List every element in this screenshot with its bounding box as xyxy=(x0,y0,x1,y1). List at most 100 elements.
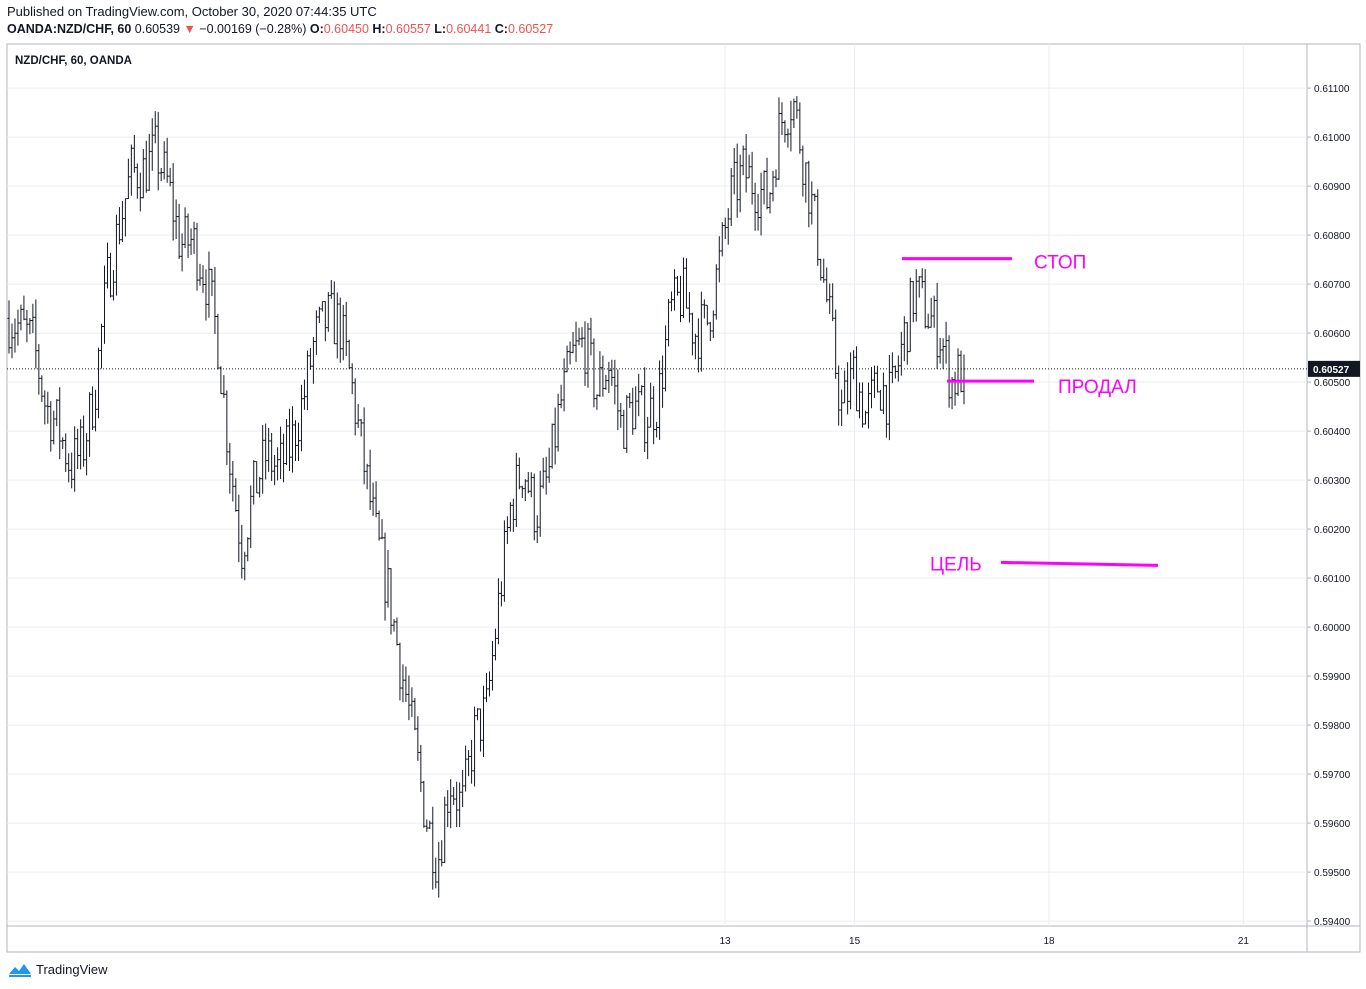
ohlc-bar xyxy=(70,452,74,489)
ohlc-bar xyxy=(189,228,193,255)
ohlc-bar xyxy=(538,470,542,537)
ohlc-bar xyxy=(162,141,166,180)
ohlc-bar xyxy=(73,426,77,492)
ohlc-bar xyxy=(79,419,83,470)
y-tick-label: 0.60300 xyxy=(1314,476,1351,487)
ohlc-bar xyxy=(458,782,462,828)
ohlc-bar xyxy=(320,301,324,312)
ohlc-bar xyxy=(314,310,318,355)
ohlc-bar xyxy=(908,277,912,353)
ohlc-bar xyxy=(661,355,665,408)
ohlc-bar xyxy=(759,172,763,236)
ohlc-bar xyxy=(789,100,793,152)
ohlc-bar xyxy=(449,779,453,829)
ohlc-bar xyxy=(565,345,569,373)
ohlc-bar xyxy=(88,392,92,457)
change-value: −0.00169 (−0.28%) xyxy=(199,22,307,36)
ohlc-bar xyxy=(837,365,841,426)
ohlc-bar xyxy=(711,310,715,338)
ohlc-bar xyxy=(514,452,518,528)
y-tick-label: 0.60200 xyxy=(1314,525,1351,536)
ohlc-bar xyxy=(681,257,685,319)
ohlc-bar xyxy=(702,299,706,319)
ohlc-bar xyxy=(470,739,474,784)
ohlc-bar xyxy=(16,309,20,346)
published-info: Published on TradingView.com, October 30… xyxy=(7,4,377,19)
y-tick-label: 0.60100 xyxy=(1314,574,1351,585)
ohlc-bar xyxy=(735,143,739,218)
ohlc-bar xyxy=(544,456,548,495)
ohlc-bar xyxy=(676,275,679,296)
ohlc-bar xyxy=(941,338,945,369)
y-tick-label: 0.59500 xyxy=(1314,868,1351,879)
ohlc-bar xyxy=(344,301,348,357)
ohlc-bar xyxy=(792,98,796,128)
ohlc-bar xyxy=(138,172,142,212)
last-price: 0.60539 xyxy=(134,22,180,36)
ohlc-bar xyxy=(508,502,512,532)
ohlc-bar xyxy=(296,422,300,462)
ohlc-bar xyxy=(114,214,118,296)
ohlc-bar xyxy=(237,494,241,563)
ohlc-bar xyxy=(249,485,253,549)
ohlc-bar xyxy=(282,433,286,483)
ohlc-bar xyxy=(165,137,169,183)
ohlc-bar xyxy=(207,251,211,318)
ohlc-bar xyxy=(646,416,650,460)
ohlc-bar xyxy=(28,318,32,335)
ohlc-bar xyxy=(144,140,148,193)
close-value: 0.60527 xyxy=(507,22,554,36)
ohlc-bar xyxy=(192,221,196,255)
ohlc-bar xyxy=(31,303,35,334)
ohlc-bar xyxy=(461,769,465,808)
ohlc-bar xyxy=(738,154,742,213)
ohlc-bar xyxy=(923,269,927,329)
ohlc-bar xyxy=(61,437,65,449)
ohlc-bar xyxy=(855,346,859,412)
ohlc-bar xyxy=(801,145,805,197)
ohlc-bar xyxy=(947,335,951,408)
ohlc-bar xyxy=(180,233,184,272)
ohlc-bar xyxy=(302,379,306,410)
ohlc-bar xyxy=(273,454,277,486)
ohlc-bar xyxy=(329,279,333,299)
ohlc-bar xyxy=(216,313,220,370)
close-label: C: xyxy=(494,22,508,36)
ohlc-bar xyxy=(580,327,584,348)
ohlc-bar xyxy=(383,532,387,621)
ohlc-bar xyxy=(482,685,486,757)
ohlc-bar xyxy=(726,208,730,245)
ohlc-bar xyxy=(655,421,659,438)
y-tick-label: 0.59700 xyxy=(1314,770,1351,781)
ohlc-bar xyxy=(94,389,98,432)
ohlc-bar xyxy=(905,322,909,365)
ohlc-bar xyxy=(723,217,727,240)
ohlc-bar xyxy=(643,367,647,453)
ohlc-bar xyxy=(258,476,262,498)
ohlc-bar xyxy=(810,181,814,225)
ohlc-bar xyxy=(532,473,536,541)
ohlc-bar xyxy=(878,389,882,411)
ohlc-bar xyxy=(440,840,444,867)
ohlc-bar xyxy=(159,167,163,181)
ohlc-bar xyxy=(380,519,384,540)
ohlc-bar xyxy=(881,372,885,415)
ohlc-bar xyxy=(317,306,321,324)
ohlc-bar xyxy=(368,449,372,510)
ohlc-bar xyxy=(76,428,80,470)
y-tick-label: 0.59600 xyxy=(1314,819,1351,830)
ohlc-bar xyxy=(705,304,709,326)
ohlc-bar xyxy=(744,134,748,193)
ohlc-bar xyxy=(843,370,847,404)
ohlc-bar xyxy=(487,671,491,697)
ohlc-bar xyxy=(308,348,312,370)
ohlc-bar xyxy=(747,154,751,179)
ohlc-bar xyxy=(108,252,112,298)
ohlc-bar xyxy=(123,198,127,237)
ohlc-bar xyxy=(526,472,530,494)
target-label: ЦЕЛЬ xyxy=(930,554,982,575)
stop-label: СТОП xyxy=(1034,253,1086,274)
ohlc-bar xyxy=(550,423,554,469)
ohlc-bar xyxy=(455,781,459,828)
